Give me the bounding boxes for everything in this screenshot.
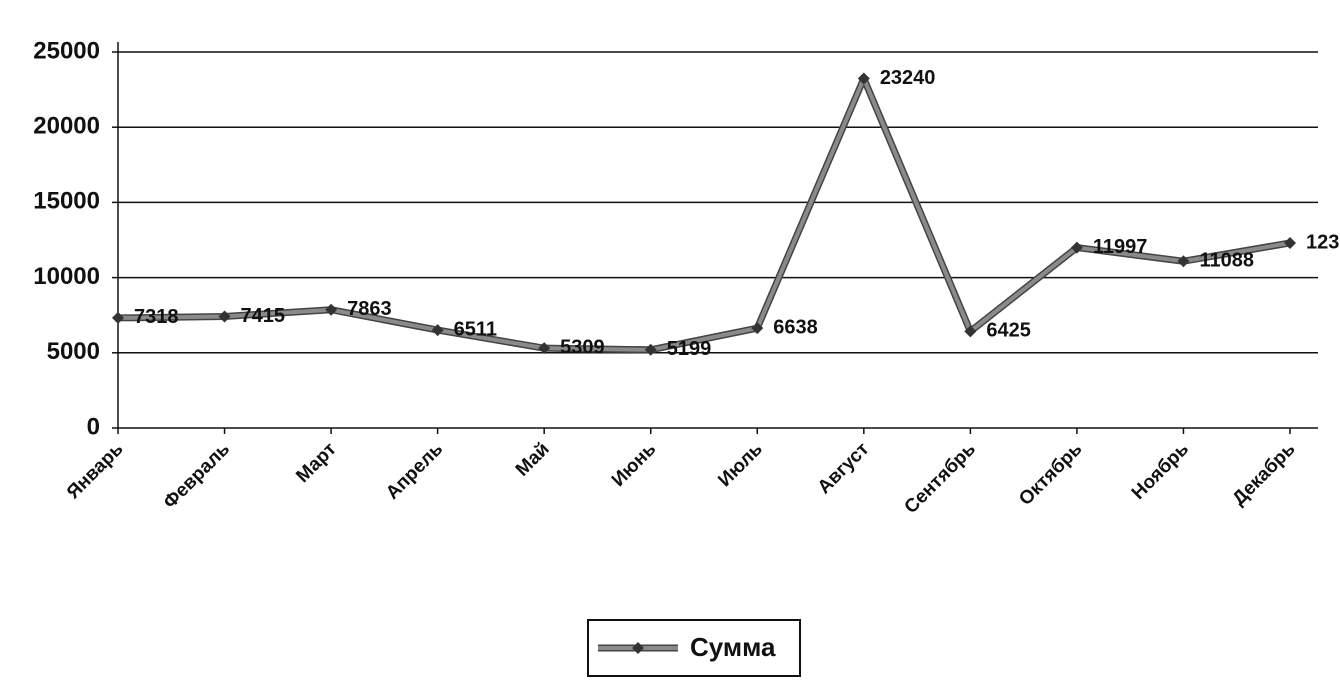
y-tick-label: 20000 [33, 113, 100, 140]
data-label: 6511 [454, 318, 497, 340]
data-point [1284, 236, 1296, 249]
data-label: 5199 [667, 338, 712, 360]
data-label: 7415 [241, 305, 286, 327]
legend: Сумма [587, 619, 801, 677]
data-point [325, 303, 338, 316]
data-point [431, 324, 444, 337]
y-tick-label: 0 [87, 413, 100, 440]
data-label: 12302 [1306, 231, 1340, 253]
data-point [1177, 255, 1190, 268]
data-label: 7863 [347, 298, 392, 320]
data-point [644, 343, 657, 356]
y-tick-label: 15000 [33, 188, 100, 215]
data-point [218, 310, 231, 323]
data-label: 11997 [1093, 236, 1148, 258]
legend-label: Сумма [690, 632, 776, 662]
data-label: 5309 [560, 336, 605, 358]
series-line [117, 76, 1291, 352]
data-point [538, 342, 551, 355]
data-label: 6425 [986, 320, 1031, 342]
data-label: 7318 [134, 306, 179, 328]
data-point [751, 322, 764, 335]
y-tick-label: 25000 [33, 37, 100, 64]
data-point [112, 311, 124, 324]
data-label: 6638 [773, 316, 818, 338]
data-point [1070, 241, 1083, 254]
data-label: 11088 [1199, 250, 1254, 272]
data-label: 23240 [880, 67, 936, 89]
y-tick-label: 5000 [47, 338, 100, 365]
y-tick-label: 10000 [33, 263, 100, 290]
data-point [857, 72, 870, 85]
data-point [964, 325, 977, 338]
legend-marker [632, 642, 644, 654]
